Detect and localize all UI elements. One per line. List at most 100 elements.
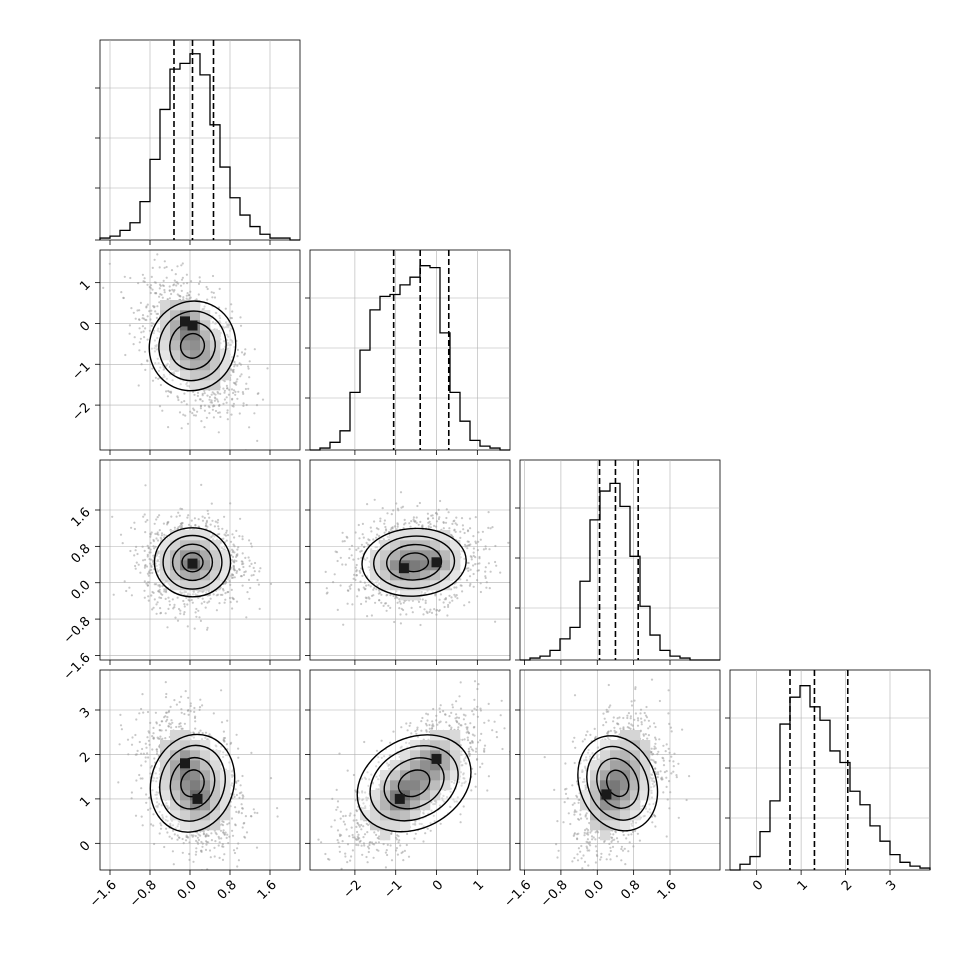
scatter-point xyxy=(371,580,374,583)
scatter-point xyxy=(415,516,418,519)
scatter-point xyxy=(226,323,229,326)
contour-line xyxy=(181,552,204,573)
scatter-point xyxy=(231,607,234,610)
scatter-point xyxy=(181,837,184,841)
scatter-point xyxy=(147,599,150,602)
scatter-point xyxy=(484,545,487,548)
scatter-point xyxy=(349,587,352,590)
scatter-point xyxy=(242,402,245,405)
density-cell xyxy=(190,360,201,371)
scatter-point xyxy=(149,318,152,321)
scatter-point xyxy=(247,556,250,559)
scatter-point xyxy=(230,576,234,580)
scatter-point xyxy=(151,571,154,575)
scatter-point xyxy=(373,498,376,501)
scatter-point xyxy=(415,521,418,525)
scatter-point xyxy=(197,591,200,594)
density-cell xyxy=(170,550,181,561)
scatter-point xyxy=(375,581,378,584)
density-cell xyxy=(190,310,201,321)
scatter-point xyxy=(447,511,450,514)
scatter-point xyxy=(181,508,184,511)
scatter-point xyxy=(183,722,186,725)
scatter-point xyxy=(185,297,188,300)
scatter-point xyxy=(460,517,464,520)
scatter-point xyxy=(231,596,234,599)
scatter-point xyxy=(231,533,234,536)
scatter-point xyxy=(218,314,221,317)
scatter-point xyxy=(203,600,206,604)
density-cell xyxy=(170,350,181,361)
scatter-point xyxy=(422,613,425,616)
scatter-point xyxy=(206,287,209,291)
scatter-point xyxy=(256,439,259,442)
scatter-point xyxy=(235,559,238,563)
scatter-point xyxy=(155,316,158,319)
scatter-point xyxy=(451,522,454,526)
scatter-point xyxy=(324,570,327,574)
scatter-point xyxy=(176,265,179,268)
density-cell xyxy=(180,570,191,581)
scatter-point xyxy=(218,411,221,414)
scatter-point xyxy=(356,595,359,598)
scatter-point xyxy=(165,377,168,380)
scatter-point xyxy=(384,528,388,531)
scatter-point xyxy=(146,752,149,755)
scatter-point xyxy=(199,407,202,410)
scatter-point xyxy=(183,605,186,608)
scatter-point xyxy=(212,291,215,294)
scatter-point xyxy=(439,499,442,503)
scatter-point xyxy=(467,561,470,565)
scatter-point xyxy=(154,772,157,775)
scatter-point xyxy=(230,413,233,416)
scatter-point xyxy=(357,589,361,592)
scatter-point xyxy=(430,514,433,517)
scatter-point xyxy=(194,414,197,417)
histogram-line-p1 xyxy=(310,265,510,451)
scatter-point xyxy=(385,594,388,597)
scatter-point xyxy=(145,305,148,308)
scatter-point xyxy=(221,845,224,848)
scatter-point xyxy=(187,696,190,699)
scatter-point xyxy=(185,273,188,276)
scatter-point xyxy=(140,331,143,334)
scatter-point xyxy=(487,562,490,565)
scatter-point xyxy=(389,594,392,597)
scatter-point xyxy=(138,341,141,344)
density-cell xyxy=(180,360,191,371)
scatter-point xyxy=(193,528,196,531)
scatter-point xyxy=(474,516,477,519)
scatter-point xyxy=(201,394,204,397)
scatter-point xyxy=(383,519,386,522)
scatter-point xyxy=(180,401,183,404)
scatter-point xyxy=(150,309,153,312)
scatter-point xyxy=(378,534,381,538)
scatter-point xyxy=(222,387,225,390)
scatter-point xyxy=(426,517,430,521)
scatter-point xyxy=(156,531,159,534)
scatter-point xyxy=(485,581,488,584)
scatter-point xyxy=(397,509,400,512)
density-cell xyxy=(200,380,211,391)
scatter-point xyxy=(426,512,429,515)
density-cell xyxy=(180,310,191,321)
scatter-point xyxy=(143,513,146,516)
scatter-point xyxy=(233,851,237,855)
scatter-point xyxy=(218,841,221,844)
scatter-point xyxy=(153,339,156,342)
scatter-point xyxy=(442,521,445,524)
scatter-point xyxy=(479,590,482,594)
scatter-point xyxy=(173,279,176,282)
scatter-point xyxy=(146,584,149,587)
scatter-point xyxy=(437,609,441,613)
scatter-point xyxy=(333,573,336,576)
density-cell xyxy=(180,530,191,541)
scatter-point xyxy=(149,772,152,775)
scatter-point xyxy=(236,348,239,351)
scatter-point xyxy=(232,402,235,405)
scatter-point xyxy=(218,317,222,320)
scatter-point xyxy=(477,540,480,543)
scatter-point xyxy=(467,544,470,547)
scatter-point xyxy=(245,403,248,407)
scatter-point xyxy=(146,283,149,286)
